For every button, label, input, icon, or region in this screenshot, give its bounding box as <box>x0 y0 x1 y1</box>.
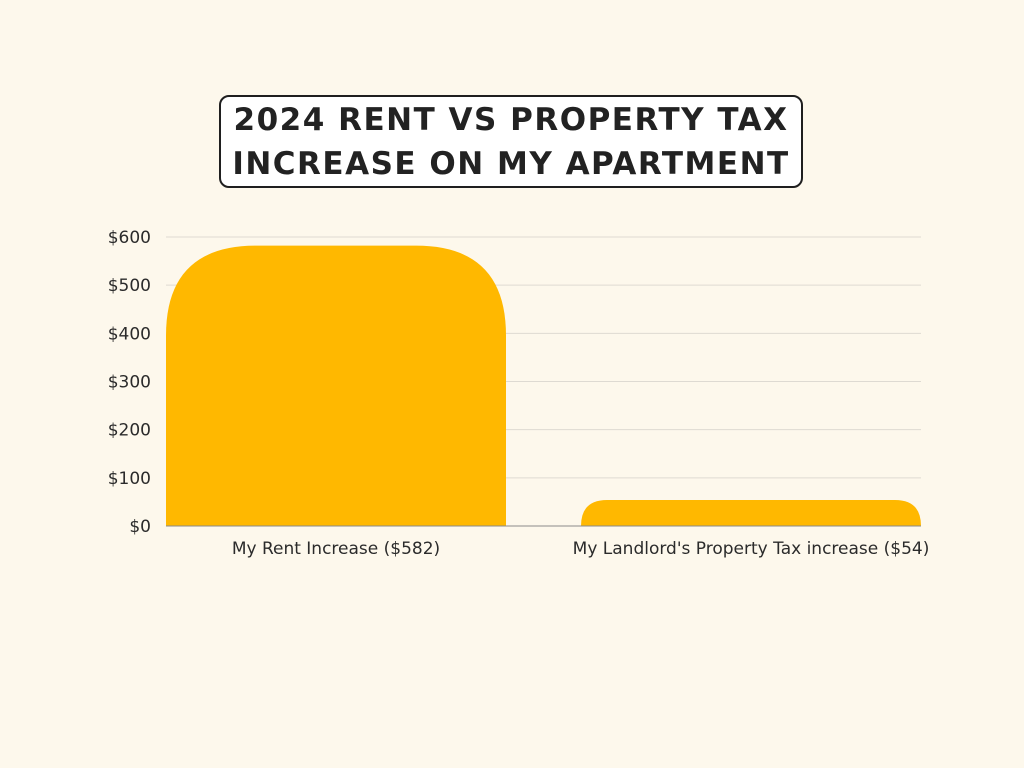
category-labels: My Rent Increase ($582) My Landlord's Pro… <box>232 539 930 559</box>
bar-0 <box>166 245 506 527</box>
y-tick-labels: $0 $100 $200 $300 $400 $500 $600 <box>108 228 151 537</box>
y-tick-label: $0 <box>129 517 151 537</box>
y-tick-label: $400 <box>108 324 151 344</box>
chart-title-line-2: INCREASE ON MY APARTMENT <box>232 145 790 182</box>
chart-title: 2024 RENT VS PROPERTY TAX INCREASE ON MY… <box>219 95 803 188</box>
y-tick-label: $600 <box>108 228 151 248</box>
category-label: My Rent Increase ($582) <box>232 539 440 559</box>
category-label: My Landlord's Property Tax increase ($54… <box>573 539 930 559</box>
y-tick-label: $100 <box>108 469 151 489</box>
y-tick-label: $300 <box>108 373 151 393</box>
y-tick-label: $500 <box>108 276 151 296</box>
bars <box>166 245 921 527</box>
bar-1 <box>581 499 921 526</box>
y-tick-label: $200 <box>108 421 151 441</box>
chart-title-line-1: 2024 RENT VS PROPERTY TAX <box>233 101 789 138</box>
